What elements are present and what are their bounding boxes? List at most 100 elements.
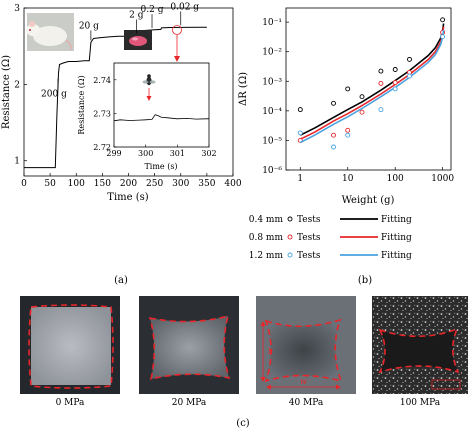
- chart-a-series-line: [24, 26, 207, 169]
- image-100mpa: [372, 296, 468, 394]
- b-y-tick-label: 10⁻³: [262, 77, 282, 87]
- compression-images: h w 0 MPa 20 MPa 40 MPa 100 MPa (c): [20, 296, 468, 429]
- b-x-tick-label: 100: [387, 174, 404, 184]
- legend-tests-label: Tests: [297, 233, 321, 243]
- test-point: [378, 80, 384, 86]
- x-tick-label: 150: [94, 179, 111, 189]
- test-point: [378, 68, 384, 74]
- test-point: [297, 130, 303, 136]
- test-point: [331, 144, 336, 150]
- legend-fitting-label: Fitting: [381, 233, 412, 243]
- legend-tests-marker: [287, 234, 293, 240]
- annotation-label: 2 g: [129, 10, 144, 20]
- annotation-label: 20 g: [79, 21, 99, 31]
- test-point: [331, 132, 336, 138]
- x-tick-label: 50: [44, 179, 56, 189]
- x-tick-label: 250: [146, 179, 163, 189]
- fit-line: [299, 23, 445, 136]
- legend-tests-marker: [287, 216, 293, 222]
- chart-b-frame: [285, 7, 452, 171]
- chart-a-ylabel: Resistance (Ω): [1, 55, 12, 129]
- image-0mpa: [20, 296, 120, 394]
- chart-a-ticks: 0 50 100 150 200 250 300 350 400 1 2 3: [14, 4, 242, 189]
- legend-tests-marker: [287, 252, 293, 258]
- chart-b-series: [297, 17, 446, 150]
- width-label: w: [300, 377, 307, 386]
- test-point: [392, 86, 398, 92]
- x-tick-label: 300: [172, 179, 189, 189]
- b-y-tick-label: 10⁻¹: [262, 18, 282, 28]
- fly-icon: [142, 74, 156, 86]
- b-y-tick-label: 10⁻²: [262, 48, 282, 58]
- inset-x-tick-label: 300: [138, 149, 153, 158]
- fit-line: [299, 29, 445, 144]
- inset-x-tick-label: 301: [170, 149, 185, 158]
- test-point: [392, 80, 398, 86]
- annotation-label: 0.2 g: [141, 5, 164, 15]
- test-point: [297, 107, 303, 113]
- x-tick-label: 400: [224, 179, 241, 189]
- fit-line: [299, 26, 445, 140]
- test-point: [345, 86, 351, 92]
- y-tick-label: 3: [14, 4, 20, 14]
- resistance-time-chart: 0 50 100 150 200 250 300 350 400 1 2 3 Resistance (…: [1, 2, 242, 286]
- test-point: [345, 132, 351, 138]
- caption-20mpa: 20 MPa: [172, 398, 207, 408]
- chart-a-annotations: 200 g 20 g 2 g0.2 g 0.02 g: [41, 2, 199, 99]
- legend-tests-label: Tests: [297, 251, 321, 261]
- weight-object-photo: [124, 30, 152, 50]
- inset-ticks: 299 300 301 302 2.72 2.73 2.74: [93, 76, 216, 158]
- test-point: [440, 17, 446, 23]
- test-point: [392, 67, 398, 72]
- legend-fitting-label: Fitting: [381, 251, 412, 261]
- inset-y-tick-label: 2.73: [93, 109, 111, 118]
- test-point: [407, 56, 412, 62]
- chart-b-xlabel: Weight (g): [342, 195, 395, 206]
- legend-series-name: 0.8 mm: [249, 233, 284, 243]
- panel-label-b: (b): [358, 275, 372, 286]
- legend-series-name: 0.4 mm: [249, 215, 284, 225]
- legend-tests-label: Tests: [297, 215, 321, 225]
- test-point: [359, 109, 365, 115]
- y-tick-label: 2: [14, 80, 20, 90]
- x-tick-label: 200: [120, 179, 137, 189]
- x-tick-label: 0: [21, 179, 27, 189]
- inset-ylabel: Resistance (Ω): [77, 75, 86, 134]
- image-40mpa: h w: [256, 296, 356, 394]
- test-point: [407, 73, 412, 79]
- inset-xlabel: Time (s): [144, 162, 177, 171]
- x-tick-label: 100: [68, 179, 85, 189]
- b-x-tick-label: 1: [297, 174, 303, 184]
- zoom-circle: [172, 25, 182, 35]
- inset-y-tick-label: 2.72: [93, 143, 111, 152]
- b-y-tick-label: 10⁻⁶: [262, 166, 282, 176]
- b-y-tick-label: 10⁻⁴: [262, 107, 282, 117]
- chart-a-xlabel: Time (s): [107, 192, 148, 203]
- rat-photo: [26, 13, 74, 51]
- x-tick-label: 350: [198, 179, 215, 189]
- caption-40mpa: 40 MPa: [289, 398, 324, 408]
- chart-b-ticks: 1 10 100 1000 10⁻⁶ 10⁻⁵ 10⁻⁴ 10⁻³ 10⁻² 10⁻¹: [262, 18, 454, 184]
- test-point: [345, 127, 351, 133]
- b-x-tick-label: 1000: [431, 174, 454, 184]
- inset-x-tick-label: 302: [201, 149, 216, 158]
- chart-b-legend: 0.4 mm Tests Fitting 0.8 mm Tests Fitting 1.2 …: [249, 215, 412, 261]
- inset-y-tick-label: 2.74: [93, 76, 111, 85]
- annotation-label: 0.02 g: [170, 2, 199, 12]
- image-20mpa: [139, 296, 239, 394]
- delta-r-weight-chart: 1 10 100 1000 10⁻⁶ 10⁻⁵ 10⁻⁴ 10⁻³ 10⁻² 10⁻¹ ΔR (Ω…: [238, 7, 454, 286]
- test-point: [359, 94, 365, 100]
- caption-0mpa: 0 MPa: [56, 398, 85, 408]
- height-label: h: [268, 347, 273, 356]
- test-point: [440, 34, 446, 40]
- legend-fitting-label: Fitting: [381, 215, 412, 225]
- chart-b-ylabel: ΔR (Ω): [238, 72, 249, 106]
- inset-x-tick-label: 299: [106, 149, 121, 158]
- annotation-label: 200 g: [41, 90, 67, 100]
- b-x-tick-label: 10: [342, 174, 354, 184]
- caption-100mpa: 100 MPa: [400, 398, 441, 408]
- legend-series-name: 1.2 mm: [249, 251, 284, 261]
- b-y-tick-label: 10⁻⁵: [262, 136, 282, 146]
